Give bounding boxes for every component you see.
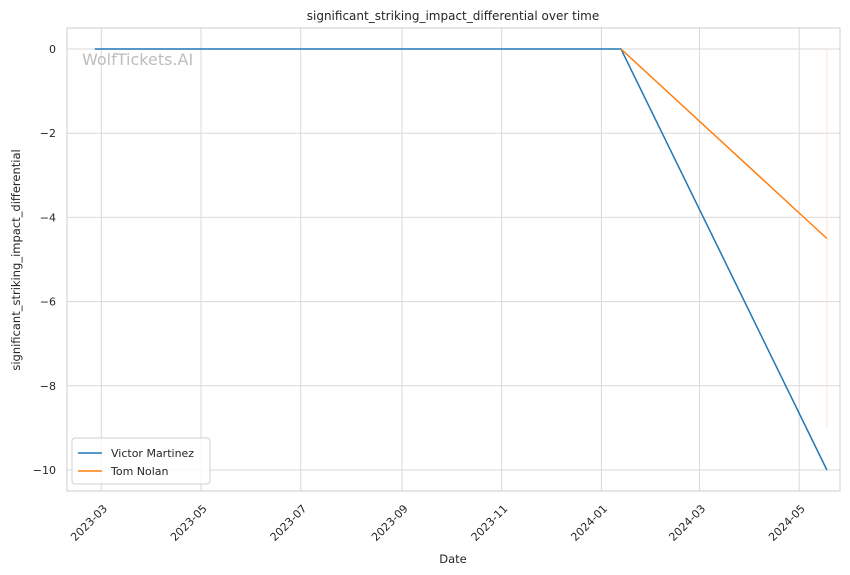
x-tick-label: 2023-03 [68,502,110,544]
x-tick-label: 2024-05 [766,502,808,544]
x-tick-label: 2023-05 [168,502,210,544]
y-tick-labels: 0 −2 −4 −6 −8 −10 [33,43,56,477]
x-tick-label: 2023-07 [268,502,310,544]
x-tick-labels: 2023-03 2023-05 2023-07 2023-09 2023-11 2024-… [68,502,808,544]
x-tick-label: 2023-09 [369,502,411,544]
watermark: WolfTickets.AI [82,50,193,69]
plot-frame [66,27,841,492]
series-lines [94,48,828,471]
x-axis-label: Date [439,552,467,566]
y-tick-label: −6 [40,296,56,309]
legend: Victor Martinez Tom Nolan [71,437,211,485]
x-tick-label: 2024-01 [568,502,610,544]
series-line-tom-nolan [620,48,828,240]
y-tick-label: −8 [40,380,56,393]
x-tick-label: 2024-03 [666,502,708,544]
legend-box [71,437,211,485]
y-tick-label: 0 [49,43,56,56]
y-tick-label: −4 [40,211,56,224]
y-tick-label: −2 [40,127,56,140]
chart-title: significant_striking_impact_differential… [307,9,599,23]
legend-label-victor-martinez: Victor Martinez [111,447,194,460]
y-tick-label: −10 [33,464,56,477]
legend-label-tom-nolan: Tom Nolan [110,465,169,478]
y-axis-label: significant_striking_impact_differential [9,149,23,370]
x-tick-label: 2023-11 [469,502,511,544]
plot-area [67,28,840,491]
